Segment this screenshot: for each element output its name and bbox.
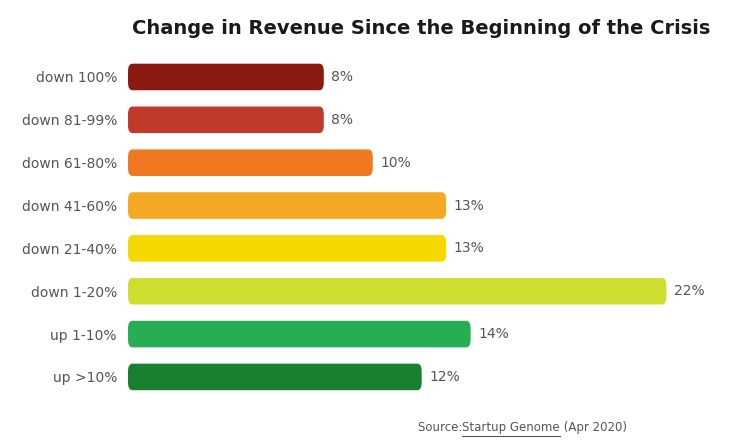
Text: 13%: 13% [453, 198, 484, 213]
Text: 10%: 10% [380, 156, 411, 170]
FancyBboxPatch shape [128, 150, 373, 176]
Text: 13%: 13% [453, 241, 484, 255]
Text: 22%: 22% [674, 284, 704, 298]
Text: Source:: Source: [418, 421, 466, 434]
FancyBboxPatch shape [128, 192, 446, 219]
Text: 8%: 8% [331, 113, 353, 127]
Title: Change in Revenue Since the Beginning of the Crisis: Change in Revenue Since the Beginning of… [133, 19, 711, 38]
Text: 12%: 12% [429, 370, 460, 384]
FancyBboxPatch shape [128, 321, 471, 348]
Text: 8%: 8% [331, 70, 353, 84]
FancyBboxPatch shape [128, 364, 422, 390]
Text: (Apr 2020): (Apr 2020) [560, 421, 627, 434]
FancyBboxPatch shape [128, 106, 324, 133]
FancyBboxPatch shape [128, 278, 666, 304]
FancyBboxPatch shape [128, 64, 324, 90]
Text: Startup Genome: Startup Genome [462, 421, 560, 434]
FancyBboxPatch shape [128, 235, 446, 262]
Text: 14%: 14% [478, 327, 509, 341]
